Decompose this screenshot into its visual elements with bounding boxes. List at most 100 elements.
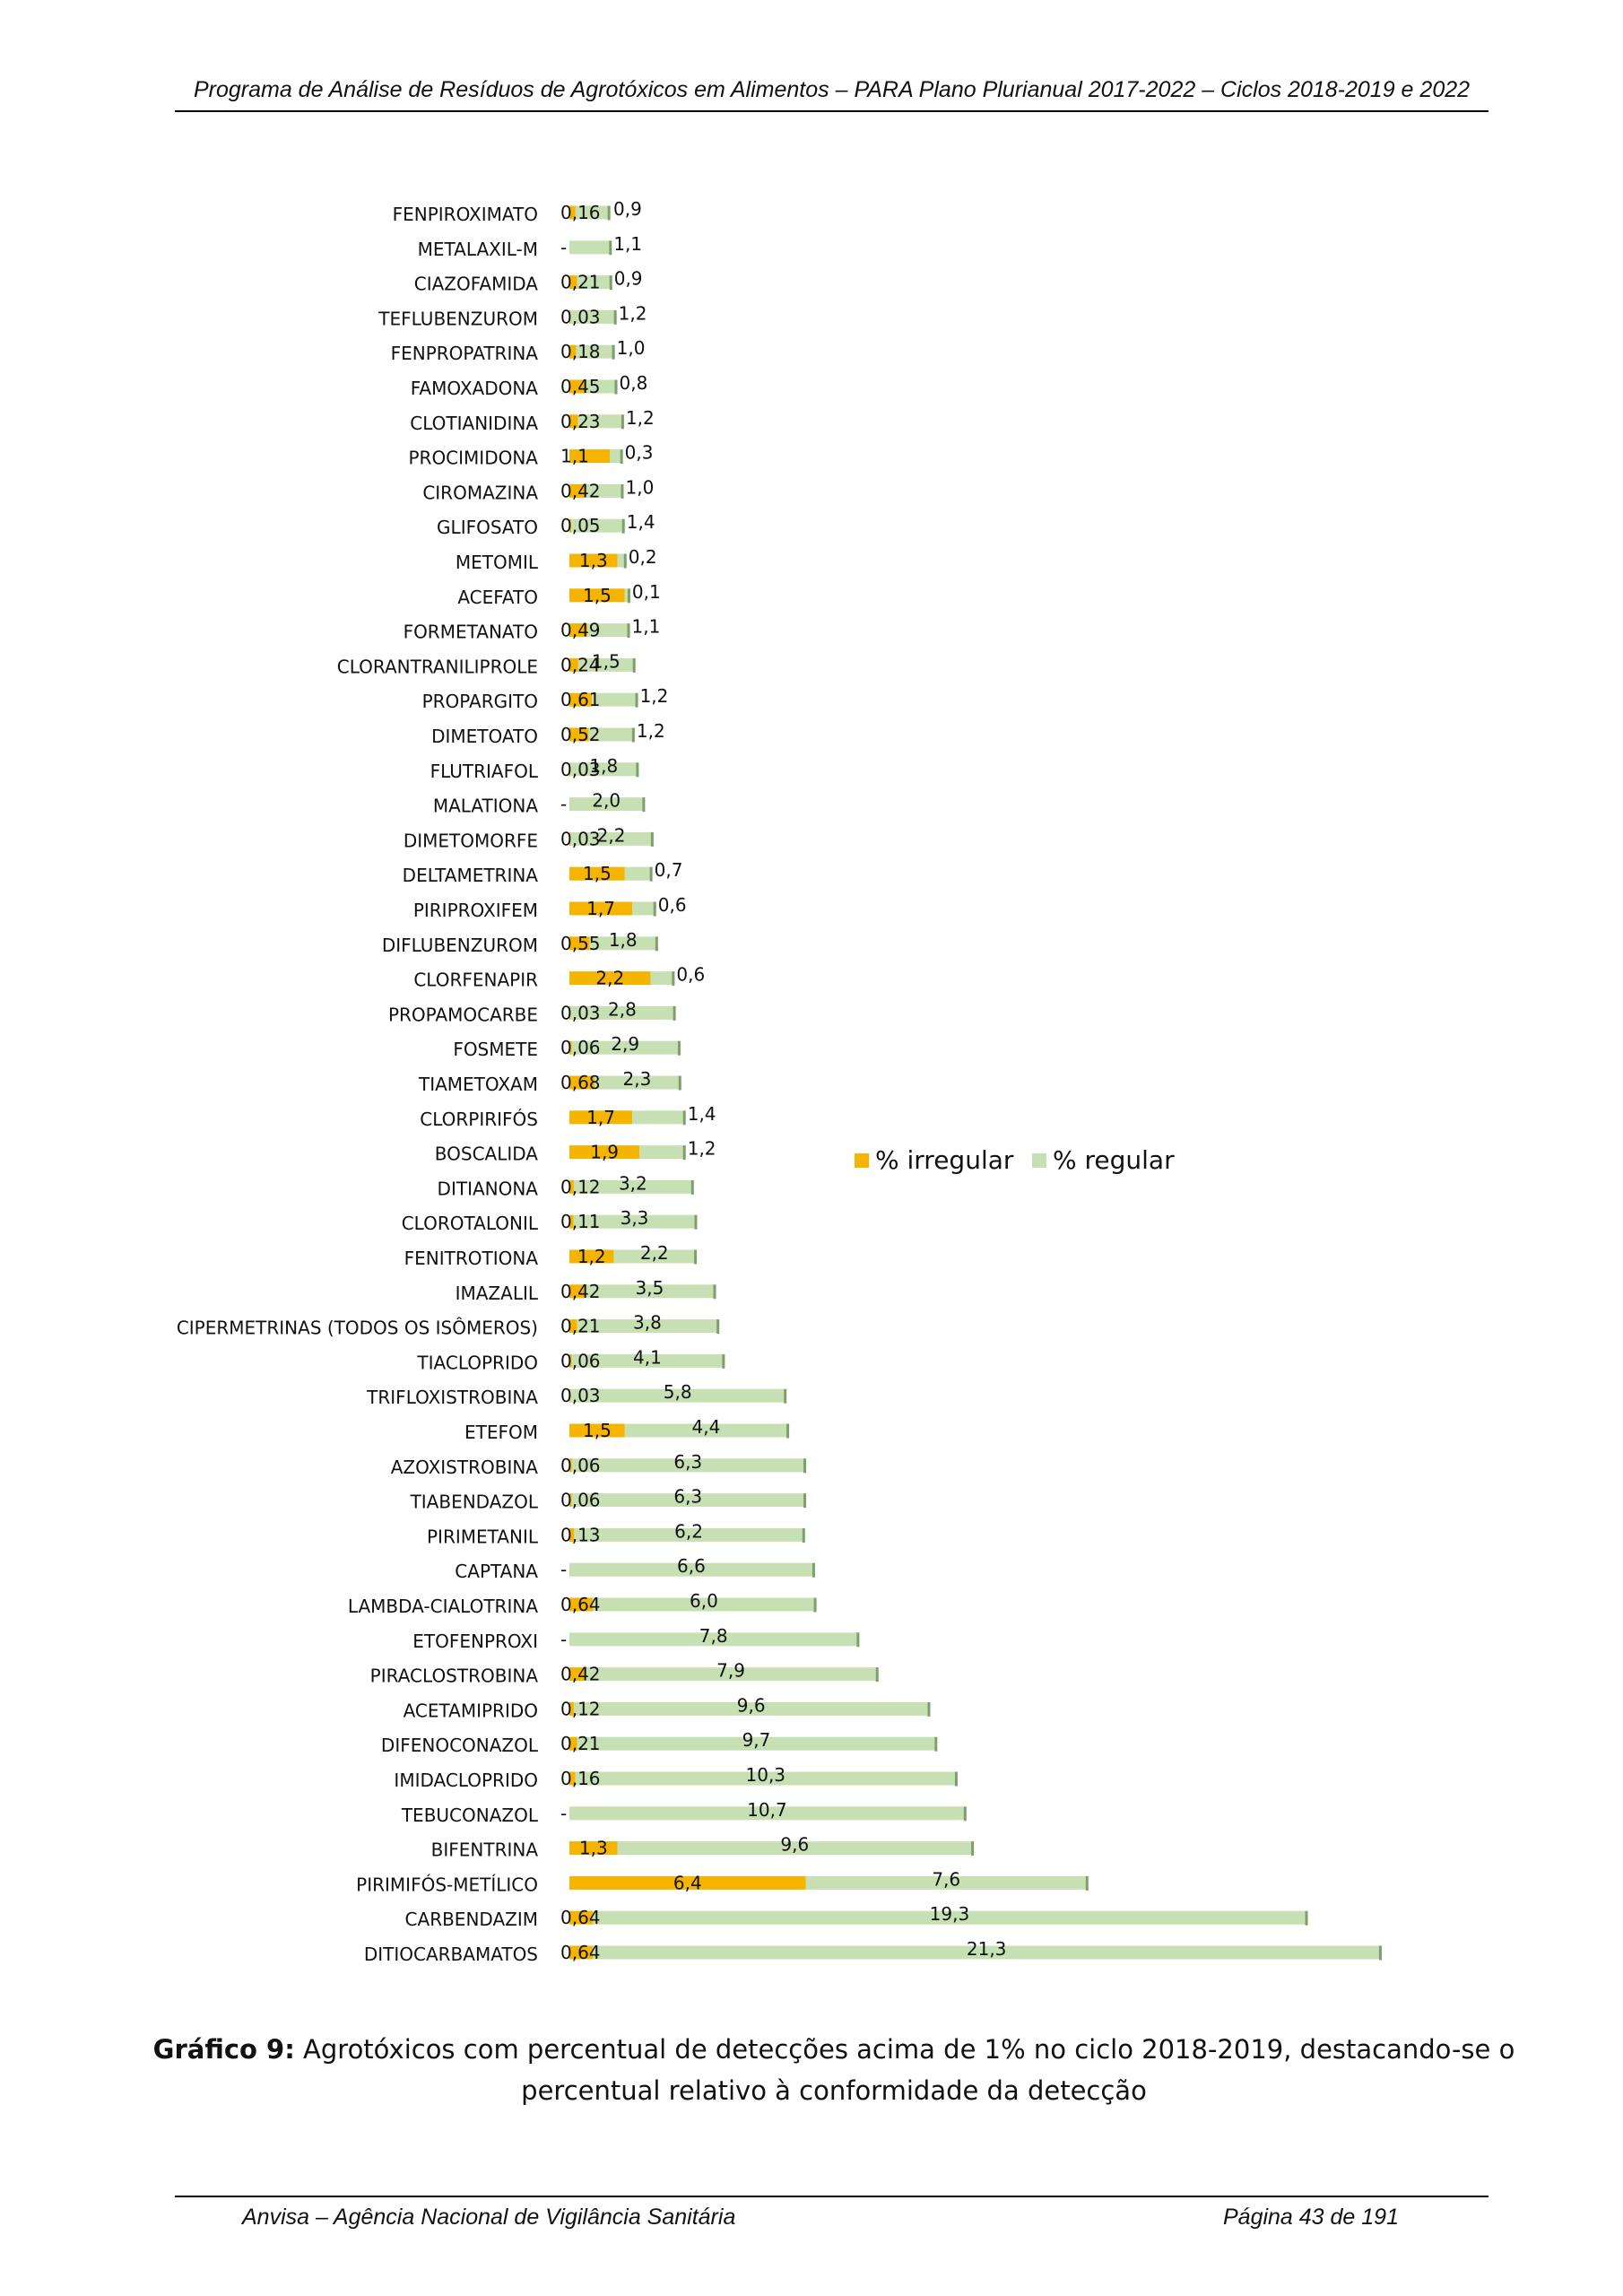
bar-irregular [569,1423,625,1438]
data-label-regular: 1,8 [589,755,618,777]
bar-regular [571,1458,805,1473]
bar-regular [577,1319,718,1334]
data-label-regular: 3,8 [633,1312,662,1334]
bar-regular [610,449,621,464]
bar-end-shadow [627,588,630,604]
header-rule [175,110,1488,112]
bar-irregular [569,1388,571,1403]
bar-regular [632,901,655,916]
bar-regular [617,1841,973,1856]
category-label: FLUTRIAFOL [430,761,539,782]
category-label: PROPAMOCARBE [388,1004,538,1025]
bar-end-shadow [971,1841,975,1857]
bar-regular [570,762,638,777]
category-label: CLORANTRANILIPROLE [337,656,538,677]
data-label-irregular: 1,5 [583,585,612,606]
data-label-irregular: 1,5 [583,863,612,884]
bar-regular [617,553,625,568]
bar-end-shadow [813,1597,817,1613]
bar-regular [570,831,652,846]
data-label-irregular: 2,2 [595,968,624,989]
bar-regular [639,1145,684,1160]
category-label: DITIANONA [438,1178,539,1199]
bar-regular [632,1110,684,1125]
bar-regular [624,866,651,881]
category-label: TIABENDAZOL [410,1492,539,1513]
stacked-bar-chart: FENPIROXIMATO 0,16 0,9 METALAXIL-M - 1,1 CIAZO… [177,198,1382,1965]
data-label-irregular: 0,42 [560,1664,601,1685]
data-label-regular: 0,8 [620,372,648,394]
bar-irregular [569,1493,572,1508]
data-label-irregular: 0,16 [560,202,601,223]
category-label: FORMETANATO [404,622,538,643]
category-label: DITIOCARBAMATOS [364,1944,538,1965]
data-label-irregular: 0,64 [560,1594,601,1615]
data-label-irregular: 0,03 [560,828,601,849]
data-label-regular: 2,3 [622,1068,651,1090]
category-label: FENITROTIONA [404,1248,539,1269]
category-label: CLOTIANIDINA [410,413,538,434]
bar-regular [571,518,623,533]
bar-irregular [569,623,588,638]
chart-legend: % irregular % regular [855,1145,1175,1175]
bar-end-shadow [1378,1945,1382,1961]
data-label-regular: 2,8 [608,998,637,1020]
bar-irregular [569,483,586,498]
data-label-regular: 5,8 [664,1381,692,1403]
category-label: IMIDACLOPRIDO [394,1770,538,1791]
bar-irregular [569,657,578,672]
bar-irregular [569,1145,640,1160]
bar-regular [650,971,673,986]
data-label-regular: 0,9 [613,198,642,220]
bar-end-shadow [934,1736,938,1752]
category-label: CIROMAZINA [422,482,538,503]
data-label-irregular: - [560,1629,567,1650]
data-label-regular: 3,3 [621,1207,649,1229]
category-label: FAMOXADONA [411,378,539,399]
bar-regular [577,414,622,429]
data-label-regular: 0,7 [655,859,683,881]
category-label: ETOFENPROXI [412,1631,538,1652]
bar-irregular [569,1910,594,1925]
bar-end-shadow [690,1179,694,1195]
data-label-regular: 6,0 [690,1590,718,1612]
bar-end-shadow [694,1214,698,1230]
bar-end-shadow [632,657,636,673]
bar-regular [575,205,609,220]
data-label-irregular: 0,49 [560,620,601,641]
data-label-irregular: 1,3 [579,550,608,571]
bar-irregular [569,414,578,429]
category-label: DIFLUBENZUROM [382,935,538,956]
bar-regular [624,1423,788,1438]
bar-irregular [569,866,625,881]
category-label: DIMETOMORFE [404,830,538,851]
bar-irregular [569,1771,576,1786]
legend-label-irregular: % irregular [875,1145,1014,1175]
bar-end-shadow [786,1423,790,1439]
data-label-irregular: 0,03 [560,1385,601,1406]
category-label: DELTAMETRINA [403,865,539,886]
data-label-regular: 0,1 [632,581,661,603]
category-label: DIMETOATO [431,726,538,747]
bar-irregular [569,1701,574,1716]
data-label-irregular: - [560,1559,567,1580]
bar-irregular [569,309,571,324]
data-label-irregular: 1,9 [590,1142,619,1163]
bar-end-shadow [631,727,635,743]
data-label-regular: 1,4 [627,511,655,533]
bar-regular [593,1910,1306,1925]
category-label: TEBUCONAZOL [401,1805,539,1826]
category-label: FOSMETE [453,1039,538,1060]
bar-end-shadow [649,866,653,882]
data-label-irregular: 1,3 [579,1838,608,1859]
data-label-irregular: 0,52 [560,724,601,745]
bar-regular [571,1493,805,1508]
footer-rule [175,2196,1488,2197]
data-label-irregular: - [560,1803,567,1824]
data-label-regular: 0,3 [625,442,654,464]
data-label-regular: 1,4 [688,1103,716,1125]
bar-end-shadow [682,1145,686,1161]
data-label-regular: 2,2 [640,1242,669,1264]
bar-regular [586,379,616,394]
bar-irregular [569,1005,571,1020]
